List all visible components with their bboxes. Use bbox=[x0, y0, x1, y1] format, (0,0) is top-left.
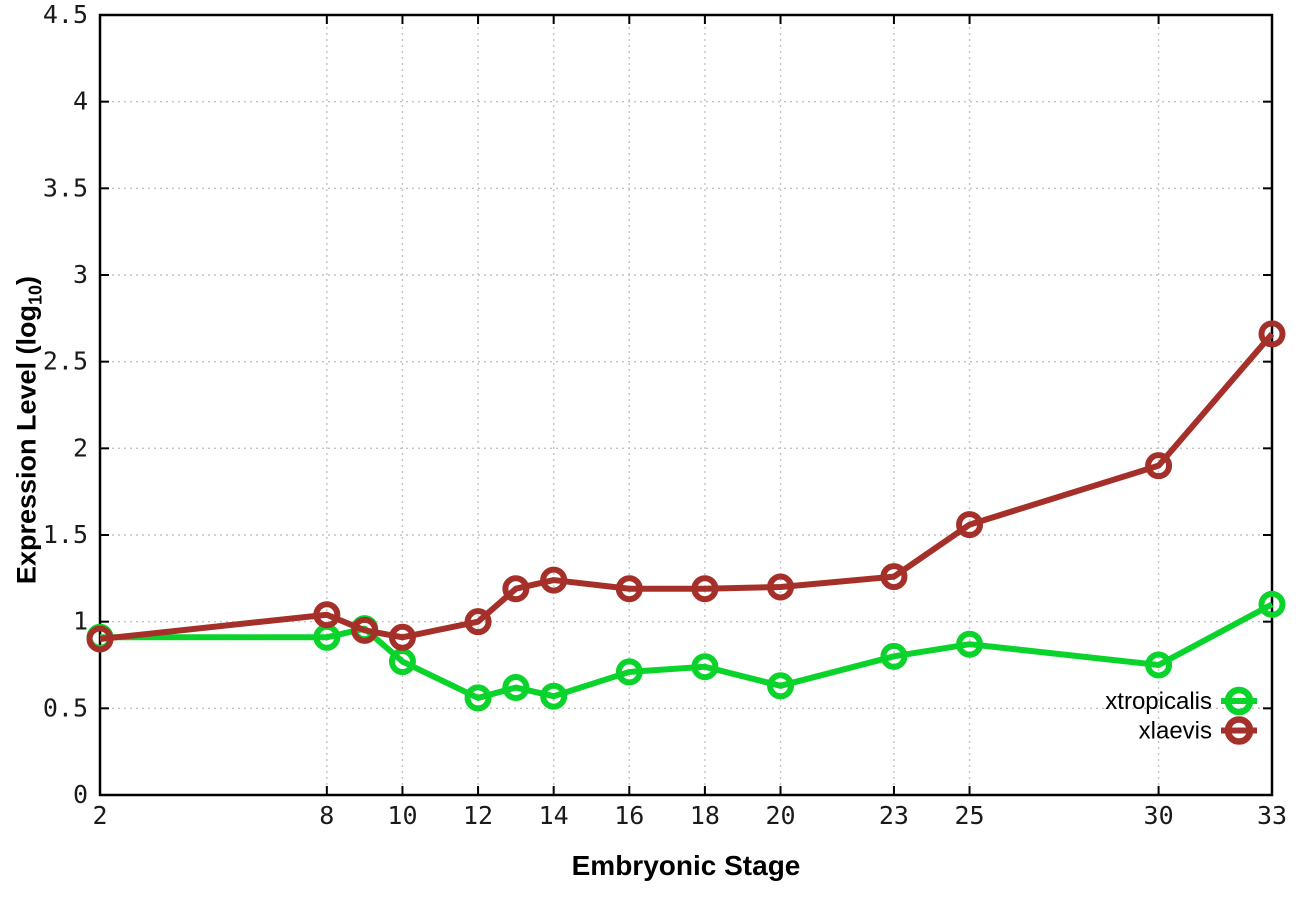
data-point-xtropicalis bbox=[1145, 651, 1173, 679]
x-tick-label: 33 bbox=[1257, 801, 1287, 830]
data-point-xlaevis bbox=[956, 511, 984, 539]
y-axis-title-end: ) bbox=[11, 275, 42, 285]
x-tick-label: 14 bbox=[539, 801, 569, 830]
data-point-xtropicalis bbox=[767, 672, 795, 700]
x-tick-label: 25 bbox=[954, 801, 984, 830]
data-point-xlaevis bbox=[351, 616, 379, 644]
x-axis-title: Embryonic Stage bbox=[571, 850, 801, 881]
x-tick-label: 18 bbox=[690, 801, 720, 830]
y-axis-title-subscript: 10 bbox=[25, 284, 46, 305]
y-axis-title-main: Expression Level (log bbox=[11, 304, 42, 585]
data-point-xlaevis bbox=[464, 608, 492, 636]
data-point-xlaevis bbox=[388, 623, 416, 651]
data-point-xlaevis bbox=[880, 563, 908, 591]
series-line-xlaevis bbox=[99, 331, 1275, 642]
data-point-xlaevis bbox=[767, 573, 795, 601]
data-point-xlaevis bbox=[691, 575, 719, 603]
y-tick-label: 1.5 bbox=[43, 520, 88, 549]
data-point-xlaevis bbox=[615, 575, 643, 603]
data-point-xtropicalis bbox=[464, 684, 492, 712]
legend-marker-icon bbox=[1224, 686, 1254, 716]
data-point-xtropicalis bbox=[956, 630, 984, 658]
y-tick-label: 2.5 bbox=[43, 347, 88, 376]
x-tick-label: 12 bbox=[463, 801, 493, 830]
x-tick-label: 10 bbox=[387, 801, 417, 830]
data-point-xlaevis bbox=[502, 575, 530, 603]
x-tick-label: 30 bbox=[1144, 801, 1174, 830]
data-point-xlaevis bbox=[86, 625, 114, 653]
data-point-xtropicalis bbox=[388, 648, 416, 676]
data-point-xlaevis bbox=[313, 601, 341, 629]
legend-marker-icon bbox=[1224, 716, 1254, 745]
y-tick-label: 4.5 bbox=[43, 0, 88, 29]
data-point-xlaevis bbox=[1258, 320, 1286, 348]
data-point-xtropicalis bbox=[615, 658, 643, 686]
y-tick-label: 1 bbox=[73, 607, 88, 636]
x-tick-label: 23 bbox=[879, 801, 909, 830]
data-point-xlaevis bbox=[540, 566, 568, 594]
legend-label-xtropicalis: xtropicalis bbox=[1105, 688, 1212, 715]
data-point-xtropicalis bbox=[691, 653, 719, 681]
x-tick-label: 2 bbox=[92, 801, 107, 830]
y-tick-label: 3.5 bbox=[43, 173, 88, 202]
data-point-xlaevis bbox=[1145, 452, 1173, 480]
x-tick-label: 8 bbox=[319, 801, 334, 830]
y-tick-label: 4 bbox=[73, 87, 88, 116]
legend-label-xlaevis: xlaevis bbox=[1139, 718, 1212, 745]
y-tick-label: 2 bbox=[73, 433, 88, 462]
y-axis-title: Expression Level (log10) bbox=[11, 275, 46, 585]
y-tick-label: 3 bbox=[73, 260, 88, 289]
plot-frame bbox=[98, 13, 1274, 797]
data-point-xtropicalis bbox=[502, 674, 530, 702]
x-tick-label: 20 bbox=[765, 801, 795, 830]
y-tick-label: 0 bbox=[73, 780, 88, 809]
data-point-xtropicalis bbox=[1258, 590, 1286, 618]
y-tick-label: 0.5 bbox=[43, 693, 88, 722]
x-tick-label: 16 bbox=[614, 801, 644, 830]
data-point-xtropicalis bbox=[880, 642, 908, 670]
data-point-xtropicalis bbox=[540, 682, 568, 710]
